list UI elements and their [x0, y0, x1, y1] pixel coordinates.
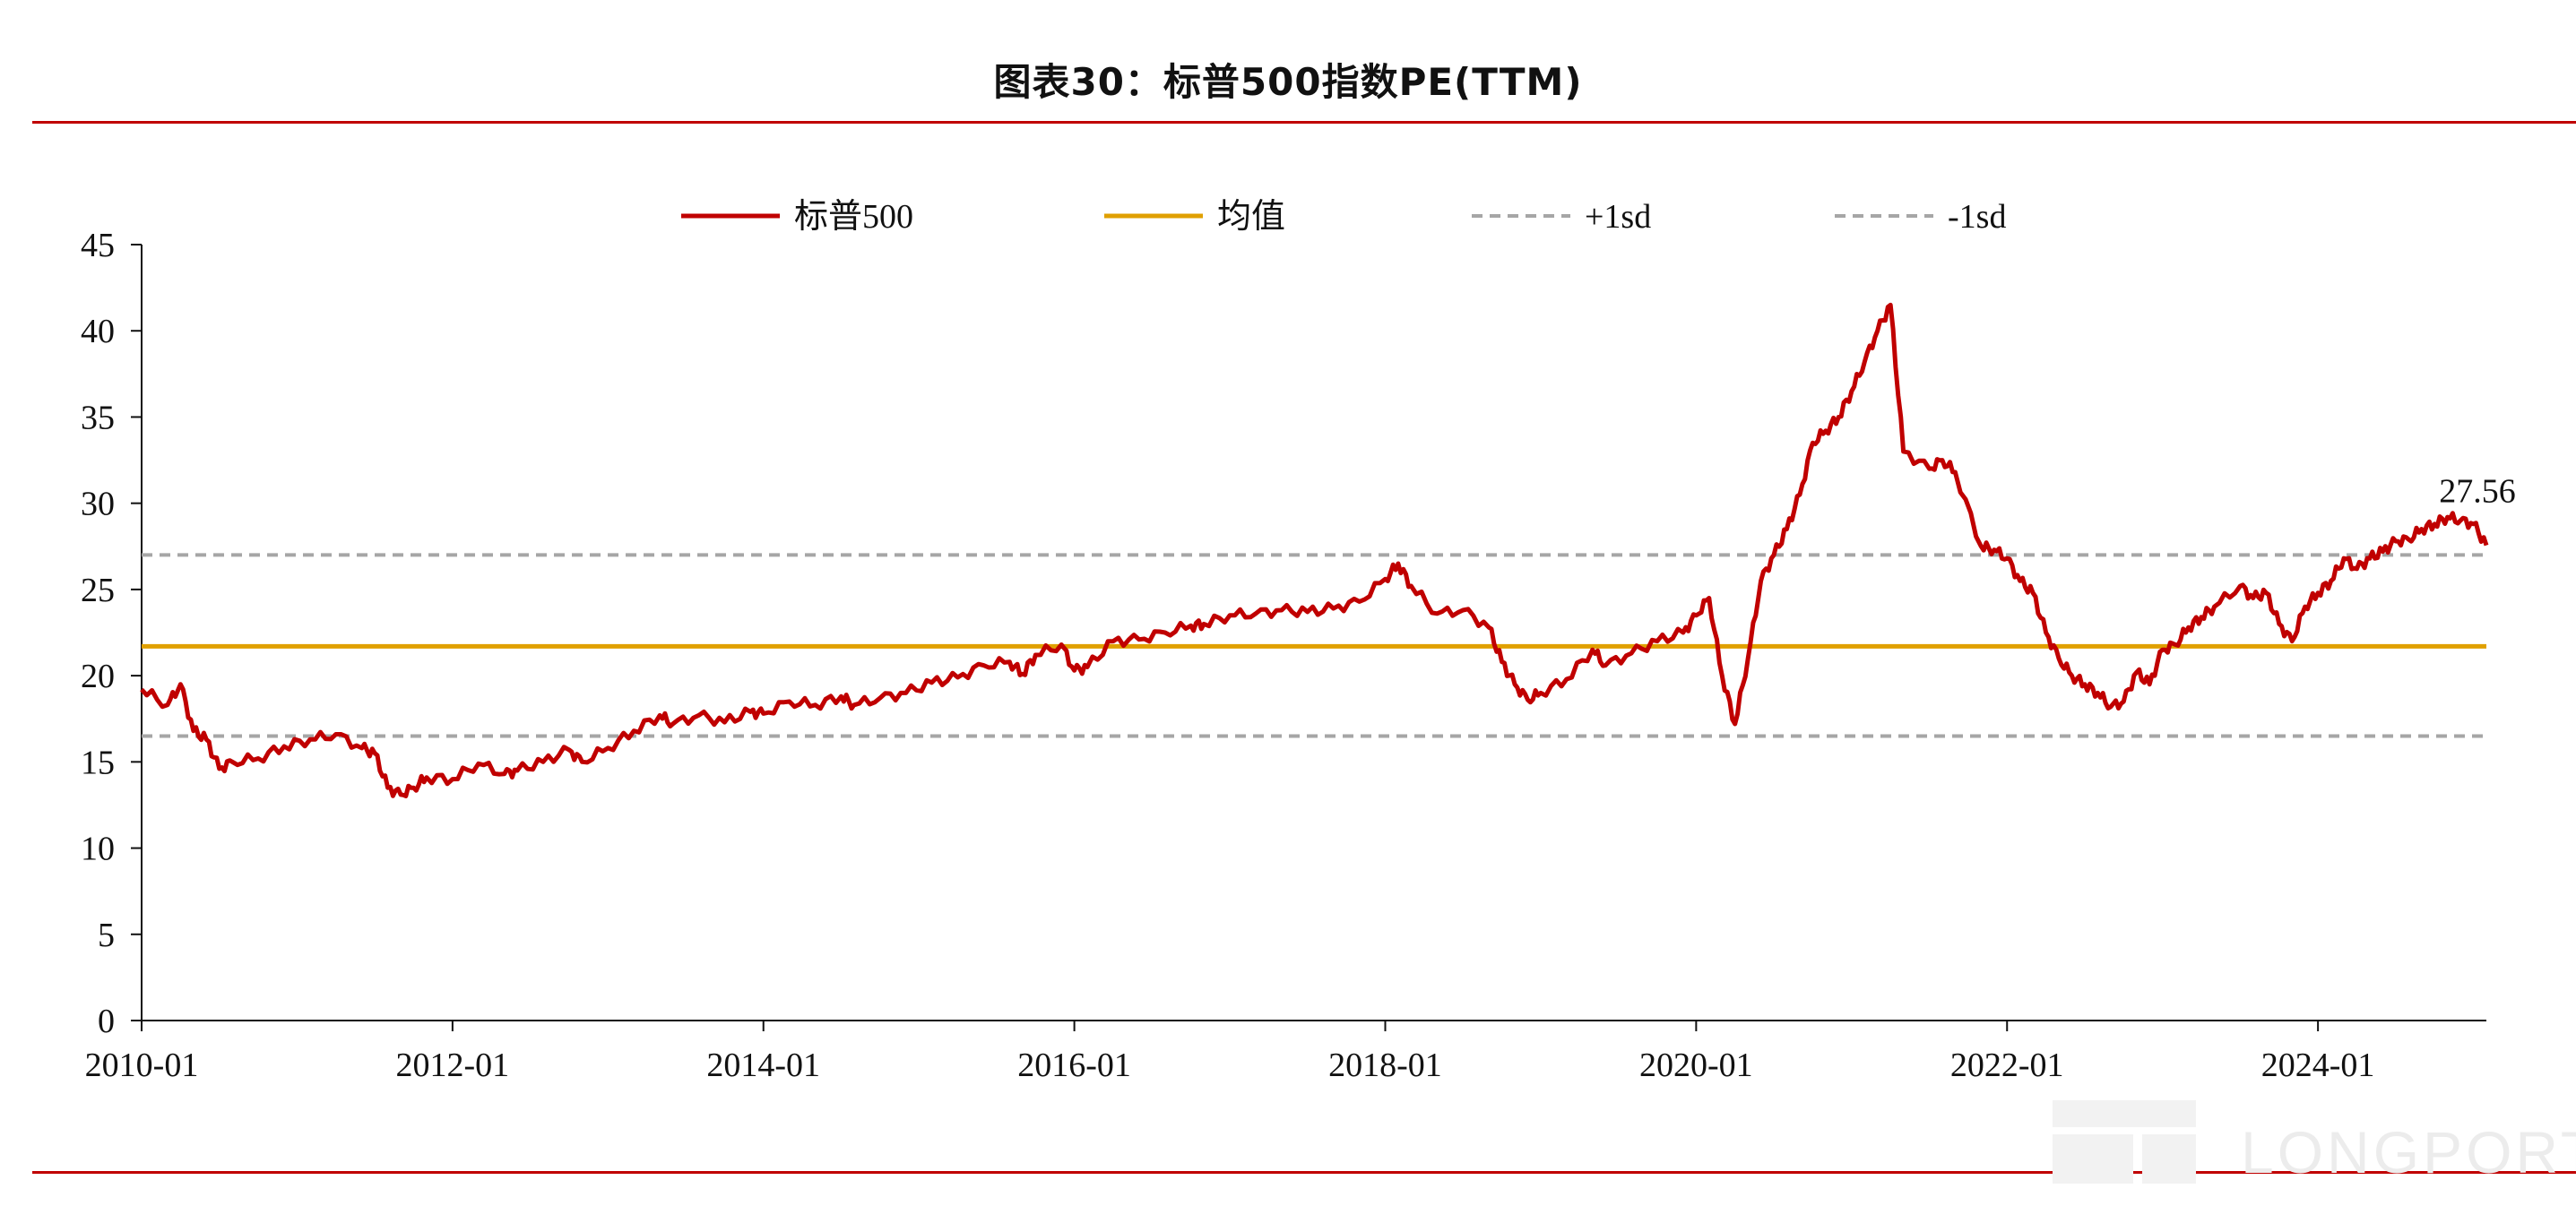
reference-lines	[142, 553, 2486, 738]
y-tick-label: 40	[81, 313, 115, 350]
y-tick-label: 0	[98, 1003, 115, 1040]
x-axis: 2010-01 2012-01 2014-01 2016-01 2018-01 2020-…	[85, 1020, 2486, 1084]
legend-label: +1sd	[1585, 198, 1651, 236]
annotations: 27.56	[2439, 473, 2516, 511]
y-tick-label: 20	[81, 658, 115, 695]
legend-label: 均值	[1217, 198, 1285, 236]
y-tick-label: 35	[81, 399, 115, 436]
y-tick-label: 45	[81, 227, 115, 264]
legend-label: -1sd	[1948, 198, 2006, 236]
last-value-label: 27.56	[2439, 473, 2516, 511]
y-tick-label: 5	[98, 917, 115, 954]
footer-rule	[32, 1171, 2576, 1174]
sp500-pe-line	[140, 302, 2489, 798]
watermark-logo-icon	[2053, 1100, 2196, 1184]
x-tick-label: 2020-01	[1639, 1047, 1753, 1084]
x-tick-label: 2010-01	[85, 1047, 199, 1084]
x-tick-label: 2018-01	[1328, 1047, 1442, 1084]
watermark-text: LONGPORT	[2241, 1119, 2576, 1185]
y-tick-label: 30	[81, 486, 115, 523]
x-tick-label: 2016-01	[1017, 1047, 1131, 1084]
y-tick-label: 10	[81, 831, 115, 868]
chart-title: 图表30：标普500指数PE(TTM)	[993, 60, 1583, 104]
legend-label: 标普500	[794, 198, 913, 236]
legend: 标普500 均值 +1sd -1sd	[681, 198, 2006, 236]
y-axis: 0 5 10 15 20 25 30 35 40 45	[81, 227, 143, 1040]
y-tick-label: 25	[81, 572, 115, 609]
series-layer	[140, 302, 2489, 798]
header-rule	[32, 121, 2576, 124]
x-tick-label: 2024-01	[2261, 1047, 2375, 1084]
x-tick-label: 2012-01	[396, 1047, 510, 1084]
x-tick-label: 2022-01	[1950, 1047, 2064, 1084]
x-tick-label: 2014-01	[706, 1047, 820, 1084]
y-tick-label: 15	[81, 744, 115, 781]
